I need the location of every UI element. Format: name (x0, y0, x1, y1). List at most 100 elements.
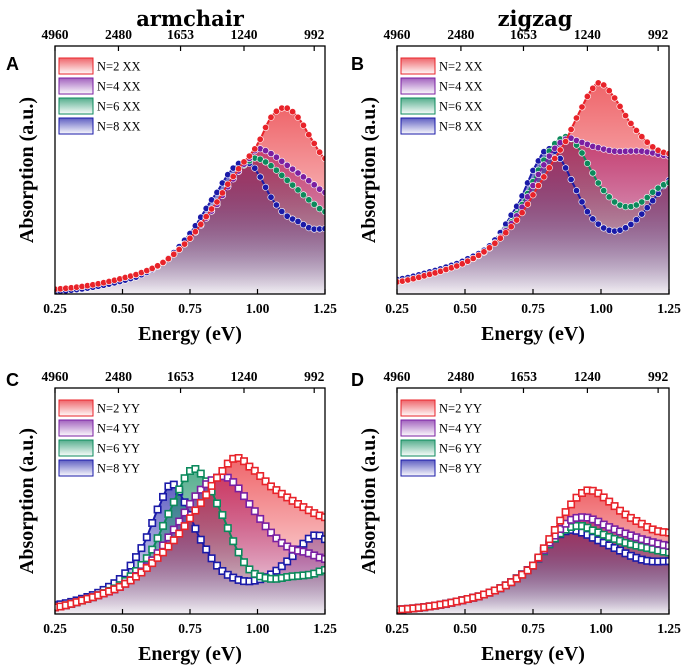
top-tick-label: 2480 (105, 27, 132, 42)
data-point (213, 561, 222, 570)
top-tick-label: 4960 (42, 369, 69, 384)
x-axis-title: Energy (eV) (138, 323, 242, 345)
legend-swatch (400, 97, 436, 115)
legend-swatch (400, 399, 436, 417)
data-point (491, 239, 499, 247)
data-point (534, 553, 543, 562)
data-point (294, 217, 302, 225)
x-tick-label: 0.75 (178, 621, 202, 636)
data-point (294, 169, 302, 177)
y-axis-title: Absorption (a.u.) (358, 428, 380, 574)
data-point (191, 228, 199, 236)
top-tick-label: 1240 (231, 369, 258, 384)
legend-swatch (58, 97, 94, 115)
data-point (234, 548, 243, 557)
legend-swatch (400, 459, 436, 477)
data-point (594, 220, 602, 228)
data-point (294, 113, 302, 121)
data-point (196, 469, 205, 478)
x-tick-label: 0.75 (521, 301, 545, 316)
data-point (621, 112, 629, 120)
data-point (153, 505, 162, 514)
data-point (191, 524, 200, 533)
data-point (605, 193, 613, 201)
data-point (272, 566, 281, 575)
plot-area-A (55, 104, 325, 294)
data-point (202, 213, 210, 221)
data-point (638, 133, 646, 141)
y-axis-title: Absorption (a.u.) (16, 428, 38, 574)
top-tick-label: 1653 (167, 369, 194, 384)
data-point (262, 147, 270, 155)
data-point (539, 544, 548, 553)
data-point (164, 542, 173, 551)
data-point (175, 517, 184, 526)
legend-swatch (58, 439, 94, 457)
data-point (294, 186, 302, 194)
x-tick-label: 1.25 (313, 621, 337, 636)
data-point (272, 534, 281, 543)
data-point (186, 234, 194, 242)
data-point (589, 84, 597, 92)
data-point (305, 196, 313, 204)
data-point (213, 499, 222, 508)
data-point (638, 210, 646, 218)
data-point (218, 466, 227, 475)
data-point (207, 481, 216, 490)
x-axis-title: Energy (eV) (481, 323, 585, 345)
data-point (159, 492, 168, 501)
data-point (240, 492, 249, 501)
data-point (240, 558, 249, 567)
data-point (224, 180, 232, 188)
data-point (245, 152, 253, 160)
data-point (600, 81, 608, 89)
data-point (556, 146, 564, 154)
x-tick-label: 1.00 (589, 621, 613, 636)
data-point (272, 201, 280, 209)
data-point (207, 554, 216, 563)
legend-label: N=8 YY (97, 462, 140, 476)
data-point (196, 535, 205, 544)
data-point (218, 189, 226, 197)
data-point (540, 173, 548, 181)
data-point (305, 131, 313, 139)
column-title-zigzag: zigzag (498, 6, 573, 31)
top-tick-label: 992 (304, 27, 325, 42)
data-point (213, 473, 222, 482)
x-tick-label: 1.25 (313, 301, 337, 316)
legend-label: N=4 YY (439, 422, 482, 436)
data-point (589, 215, 597, 223)
data-point (523, 566, 532, 575)
data-point (605, 87, 613, 95)
data-point (305, 177, 313, 185)
x-tick-label: 0.50 (453, 621, 477, 636)
data-point (153, 534, 162, 543)
top-tick-label: 1240 (574, 27, 601, 42)
data-point (170, 250, 178, 258)
data-point (594, 489, 603, 498)
top-tick-label: 992 (648, 27, 669, 42)
data-point (545, 535, 554, 544)
data-point (223, 524, 232, 533)
data-point (142, 533, 151, 542)
data-point (191, 506, 200, 515)
data-point (611, 198, 619, 206)
legend-A: N=2 XX N=4 XX N=6 XX N=8 XX (58, 57, 141, 135)
top-tick-label: 2480 (447, 369, 474, 384)
data-point (218, 510, 227, 519)
legend-label: N=2 XX (439, 60, 483, 74)
data-point (616, 102, 624, 110)
data-point (578, 149, 586, 157)
data-point (159, 258, 167, 266)
legend-label: N=6 YY (97, 442, 140, 456)
data-point (256, 514, 265, 523)
data-point (524, 200, 532, 208)
data-point (627, 120, 635, 128)
x-tick-label: 1.00 (246, 301, 270, 316)
data-point (175, 529, 184, 538)
data-point (299, 539, 308, 548)
data-point (208, 205, 216, 213)
data-point (256, 173, 264, 181)
data-point (480, 248, 488, 256)
data-point (164, 509, 173, 518)
